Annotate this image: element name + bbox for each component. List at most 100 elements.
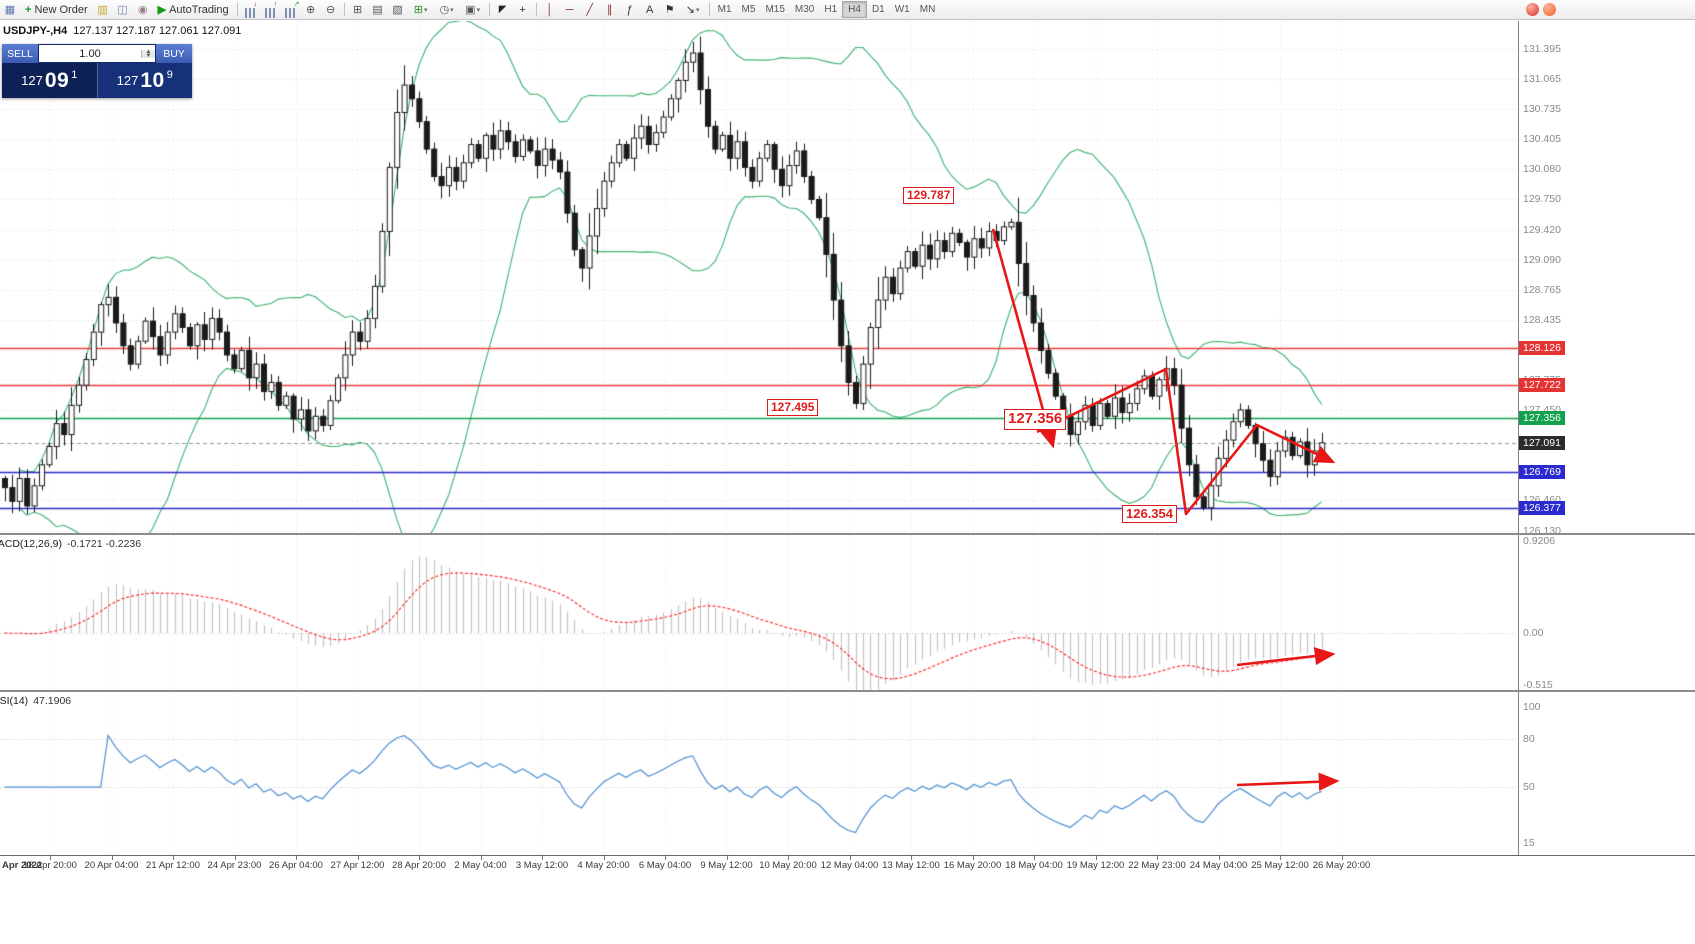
timeframe-button-h1[interactable]: H1: [824, 4, 838, 15]
timeframe-button-m1[interactable]: M1: [717, 4, 732, 15]
arrows-icon[interactable]: ↘ ▾: [685, 4, 700, 16]
panel-divider[interactable]: [0, 533, 1695, 535]
toolbar-separator: [535, 3, 537, 16]
buy-price-button[interactable]: 127 10 9: [97, 63, 192, 98]
record-status-icon[interactable]: [1526, 3, 1539, 16]
status-icons: [1526, 3, 1556, 16]
time-label: 26 May 20:00: [1312, 860, 1371, 871]
price-annotation[interactable]: 127.495: [767, 399, 819, 416]
time-label: 12 May 04:00: [820, 860, 879, 871]
ask-sup: 9: [166, 68, 173, 81]
axis-label: 0.00: [1523, 627, 1544, 640]
time-tick: [1341, 856, 1343, 860]
chevron-down-icon: ▾: [476, 6, 481, 14]
buy-button[interactable]: BUY: [156, 44, 192, 63]
time-label: 19 May 12:00: [1066, 860, 1125, 871]
volume-down-icon[interactable]: ▼: [142, 53, 155, 59]
connection-status-icon[interactable]: [1543, 3, 1556, 16]
volume-up-icon[interactable]: ▲: [142, 49, 155, 55]
new-chart-button[interactable]: ⊞ ▾: [413, 4, 428, 16]
time-tick: [1218, 856, 1220, 860]
time-label: 3 May 12:00: [515, 860, 569, 871]
horizontal-line-icon[interactable]: ─: [565, 3, 574, 16]
price-annotation[interactable]: 127.356: [1004, 409, 1067, 430]
rsi-value: 47.1906: [33, 695, 72, 707]
timeframe-button-m15[interactable]: M15: [765, 4, 785, 15]
macd-canvas[interactable]: [0, 535, 1518, 690]
channel-icon[interactable]: ∥: [606, 4, 613, 16]
tile-windows-icon[interactable]: ⊞: [353, 4, 363, 16]
periods-button[interactable]: ◷ ▾: [439, 4, 454, 16]
zoom-out-icon[interactable]: ⊖: [326, 4, 336, 16]
price-annotation[interactable]: 129.787: [903, 187, 955, 204]
price-tag: 127.091: [1519, 435, 1565, 450]
price-tag: 126.377: [1519, 501, 1565, 516]
time-tick: [603, 856, 605, 860]
timeframe-group: M1 M5 M15 M30 H1 H4 D1 W1 MN: [713, 0, 941, 19]
time-label: Apr 2022: [2, 860, 43, 871]
fibonacci-icon[interactable]: ƒ: [626, 3, 633, 16]
cascade-windows-icon[interactable]: ▧: [392, 4, 403, 16]
cursor-icon[interactable]: ◤: [498, 4, 507, 15]
sell-price-button[interactable]: 127 09 1: [2, 63, 98, 98]
panel-divider[interactable]: [0, 690, 1695, 692]
rsi-indicator-label: RSI(14) 47.1906: [0, 695, 71, 707]
text-icon[interactable]: A: [645, 3, 654, 16]
price-axis[interactable]: 131.395 131.065 130.735 130.405 130.080 129.7…: [1518, 21, 1695, 855]
toolbar-separator: [708, 3, 710, 16]
ask-main: 10: [140, 68, 165, 92]
timeframe-button-m30[interactable]: M30: [794, 4, 815, 15]
profiles-icon[interactable]: ◫: [117, 4, 128, 16]
timeframe-button-h4[interactable]: H4: [842, 1, 867, 18]
axis-label: 128.765: [1523, 283, 1561, 296]
line-chart-icon[interactable]: ↗: [281, 1, 301, 18]
ask-prefix: 127: [116, 73, 139, 88]
new-order-button[interactable]: + New Order: [20, 1, 93, 18]
templates-button[interactable]: ▣ ▾: [465, 4, 481, 16]
label-icon[interactable]: ⚑: [664, 4, 675, 16]
time-label: 6 May 04:00: [638, 860, 692, 871]
autotrading-button[interactable]: ▶ AutoTrading: [153, 1, 234, 18]
axis-label: 130.735: [1523, 103, 1561, 116]
volume-value[interactable]: 1.00: [79, 47, 101, 60]
main-chart-canvas[interactable]: [0, 21, 1518, 533]
candlestick-chart-icon[interactable]: ↑: [261, 1, 281, 18]
time-label: 22 May 23:00: [1128, 860, 1186, 871]
sounds-icon[interactable]: ◉: [137, 4, 148, 16]
rsi-name: RSI(14): [0, 695, 29, 707]
time-tick: [357, 856, 359, 860]
chart-window-icon[interactable]: ▦: [4, 4, 16, 16]
sell-button[interactable]: SELL: [2, 44, 38, 63]
auto-arrange-icon[interactable]: ▤: [372, 4, 383, 16]
zoom-in-icon[interactable]: ⊕: [306, 4, 316, 16]
rsi-canvas[interactable]: [0, 692, 1518, 855]
time-tick: [849, 856, 851, 860]
timeframe-button-mn[interactable]: MN: [919, 4, 936, 15]
timeframe-button-m5[interactable]: M5: [741, 4, 756, 15]
timeframe-button-w1[interactable]: W1: [894, 4, 910, 15]
scripts-icon[interactable]: ▥: [97, 4, 108, 16]
crosshair-icon[interactable]: +: [519, 3, 526, 16]
vertical-line-icon[interactable]: │: [546, 3, 554, 16]
volume-spinner: ▲ ▼: [141, 49, 155, 59]
macd-values: -0.1721 -0.2236: [66, 538, 142, 550]
time-label: 10 May 20:00: [759, 860, 817, 871]
bar-chart-icon[interactable]: ↓: [241, 1, 261, 18]
timeframe-button-d1[interactable]: D1: [871, 4, 885, 15]
time-tick: [972, 856, 974, 860]
symbol-quote-line: USDJPY-,H4 127.137 127.187 127.061 127.09…: [3, 25, 241, 37]
time-tick: [1034, 856, 1035, 860]
price-annotation[interactable]: 126.354: [1122, 505, 1177, 524]
axis-label: 50: [1523, 781, 1535, 794]
volume-stepper[interactable]: 1.00 ▲ ▼: [39, 45, 155, 62]
trendline-icon[interactable]: ╱: [586, 4, 593, 16]
axis-label: 15: [1523, 837, 1535, 850]
time-tick: [665, 856, 666, 860]
time-axis[interactable]: Apr 2022 18 Apr 20:00 20 Apr 04:00 21 Apr 1…: [0, 856, 1695, 876]
rsi-panel: RSI(14) 47.1906: [0, 692, 1518, 855]
bid-main: 09: [44, 68, 70, 92]
time-label: 16 May 20:00: [943, 860, 1002, 871]
toolbar-items: ▦ + New Order ▥ ◫ ◉ ▶ AutoTrading ↓ ↑ ↗ ⊕ ⊖ ⊞ ▤ ▧ ⊞ ▾ ◷ ▾ ▣ ▾…: [0, 0, 713, 19]
time-label: 9 May 12:00: [700, 860, 753, 871]
chevron-down-icon: ▾: [695, 6, 700, 14]
